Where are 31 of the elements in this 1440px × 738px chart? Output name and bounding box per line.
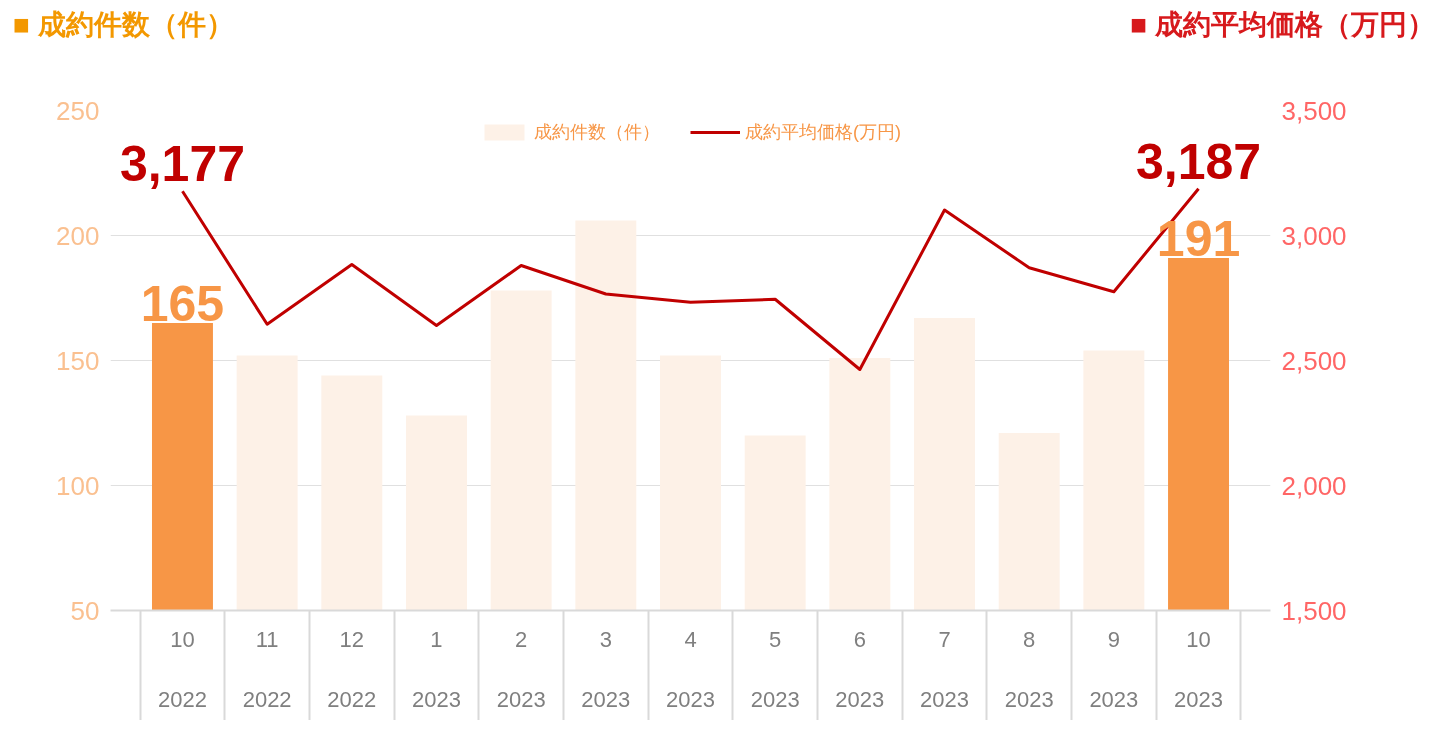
category-label: 10 2022 — [158, 626, 207, 712]
y2-tick-label: 3,500 — [1281, 95, 1347, 126]
data-label: 3,177 — [119, 136, 246, 193]
legend-label: 成約件数（件） — [534, 121, 660, 144]
y-tick-label: 100 — [56, 470, 100, 501]
category-label: 5 2023 — [750, 626, 800, 712]
category-label: 3 2023 — [581, 626, 631, 712]
y-tick-label: 150 — [56, 345, 100, 376]
y2-tick-label: 3,000 — [1281, 220, 1347, 251]
category-label: 11 2022 — [242, 626, 292, 712]
category-label: 10 2023 — [1174, 626, 1224, 712]
y2-tick-label: 2,000 — [1281, 470, 1347, 501]
y-axis-title: ■ 成約件数（件） — [13, 8, 234, 42]
y-tick-label: 200 — [56, 220, 100, 251]
y-tick-label: 250 — [56, 95, 100, 126]
category-label: 8 2023 — [1004, 626, 1054, 712]
category-label: 2 2023 — [496, 626, 546, 712]
category-label: 1 2023 — [412, 626, 461, 712]
y2-tick-label: 2,500 — [1281, 345, 1347, 376]
category-label: 12 2022 — [327, 626, 377, 712]
category-label: 7 2023 — [920, 626, 969, 712]
y2-tick-label: 1,500 — [1281, 595, 1347, 626]
data-label: 191 — [1156, 211, 1241, 267]
category-label: 4 2023 — [666, 626, 715, 712]
category-label: 9 2023 — [1089, 626, 1139, 712]
y-tick-label: 50 — [70, 595, 100, 626]
data-label: 3,187 — [1135, 133, 1262, 190]
data-label: 165 — [140, 276, 225, 332]
category-label: 6 2023 — [835, 626, 885, 712]
y2-axis-title: ■ 成約平均価格（万円） — [1130, 8, 1435, 42]
legend-label: 成約平均価格(万円) — [745, 121, 901, 144]
